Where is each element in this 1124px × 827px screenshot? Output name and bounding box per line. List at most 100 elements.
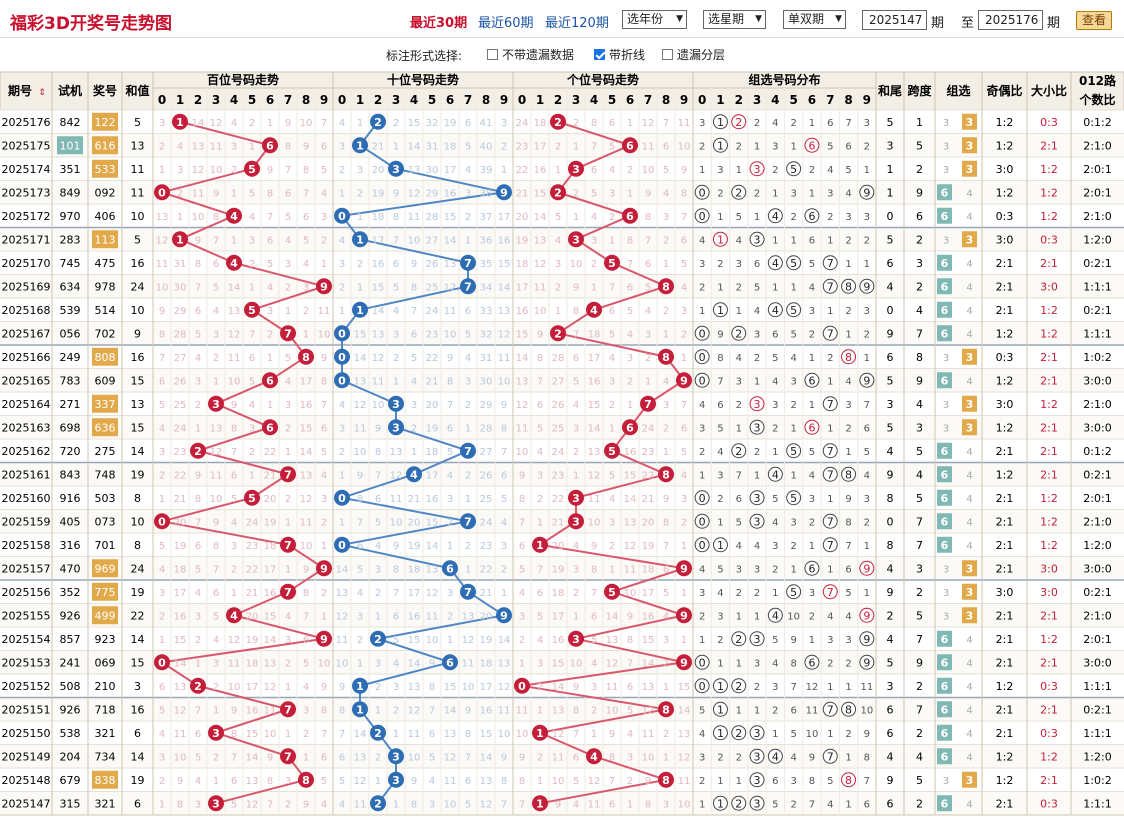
- issue-cell: 2025150: [2, 727, 51, 740]
- omission-value: 14: [300, 447, 313, 458]
- sum-cell: 16: [131, 351, 145, 364]
- group-ball: [712, 795, 728, 811]
- group-ball-digit: 3: [754, 727, 761, 740]
- option-no-omission[interactable]: 不带遗漏数据: [487, 46, 574, 63]
- sort-icon[interactable]: ⇕: [38, 88, 46, 98]
- omission-value: 4: [465, 165, 471, 176]
- group-badge: [962, 395, 977, 412]
- group-omission-value: 12: [806, 682, 819, 693]
- omission-value: 1: [393, 141, 399, 152]
- year-select[interactable]: 选年份 ▼: [622, 10, 687, 29]
- group-omission-value: 5: [827, 776, 833, 787]
- omission-value: 15: [534, 188, 547, 199]
- omission-value: 3: [681, 494, 687, 505]
- prize-cell: 748: [95, 468, 116, 481]
- row-stripe: [0, 227, 1124, 251]
- span-cell: 2: [916, 233, 923, 246]
- omission-value: 21: [408, 494, 421, 505]
- trend-polyline-bai: [158, 120, 328, 805]
- parity-select[interactable]: 单双期 ▼: [783, 10, 846, 29]
- option-no-omission-checkbox[interactable]: [487, 49, 498, 60]
- group-omission-value: 2: [827, 658, 833, 669]
- omission-value: 2: [321, 588, 327, 599]
- view-button[interactable]: 查看: [1076, 11, 1112, 30]
- omission-value: 3: [447, 588, 453, 599]
- omission-value: 7: [267, 212, 273, 223]
- nav-recent-30[interactable]: 最近30期: [410, 16, 468, 31]
- group-ball-digit: 5: [790, 445, 797, 458]
- omission-value: 9: [267, 165, 273, 176]
- issue-cell: 2025149: [2, 750, 51, 763]
- omission-value: 2: [375, 588, 381, 599]
- group-omission-value: 10: [787, 611, 800, 622]
- group-ball: [749, 795, 765, 811]
- nav-recent-60[interactable]: 最近60期: [478, 16, 534, 31]
- table-row: 2025172 970 406 10 13 1 10 8 4 4 7 5 6 3 0 1 18 8 11 28 15 2 3…: [2, 207, 1112, 224]
- group-ball: [822, 537, 838, 553]
- option-omission-layer-checkbox[interactable]: [662, 49, 673, 60]
- omission-value: 7: [465, 752, 471, 763]
- weekday-select[interactable]: 选星期 ▼: [703, 10, 766, 29]
- omission-value: 3: [411, 400, 417, 411]
- option-polyline-checkbox[interactable]: [594, 49, 605, 60]
- group-ball: [694, 349, 710, 365]
- option-omission-layer[interactable]: 遗漏分层: [662, 46, 725, 63]
- omission-value: 4: [357, 588, 363, 599]
- header-digit-8: 8: [662, 93, 670, 107]
- route-cell: 0:2:1: [1083, 586, 1111, 599]
- group-omission-value: 1: [790, 564, 796, 575]
- omission-value: 1: [537, 705, 543, 716]
- omission-value: 6: [159, 376, 165, 387]
- issue-cell: 2025173: [2, 186, 51, 199]
- header-digit-7: 7: [464, 93, 472, 107]
- omission-value: 28: [480, 423, 493, 434]
- group-ball: [712, 537, 728, 553]
- bigsmall-cell: 1:2: [1040, 163, 1058, 176]
- span-cell: 9: [916, 186, 923, 199]
- group-omission-value: 1: [827, 423, 833, 434]
- span-cell: 4: [916, 398, 923, 411]
- group-omission-value: 8: [809, 776, 815, 787]
- group-ball: [804, 419, 820, 435]
- group-omission-value: 7: [809, 799, 815, 810]
- span-cell: 2: [916, 680, 923, 693]
- tail-cell: 6: [887, 257, 894, 270]
- omission-value: 7: [573, 729, 579, 740]
- hit-ball: [460, 583, 476, 600]
- omission-value: 19: [408, 541, 421, 552]
- omission-value: 5: [159, 705, 165, 716]
- issue-cell: 2025152: [2, 680, 51, 693]
- group-badge-digit: 6: [941, 374, 949, 387]
- omission-value: 29: [426, 188, 439, 199]
- omission-value: 28: [552, 353, 565, 364]
- to-issue-input[interactable]: 2025176: [978, 10, 1043, 30]
- omission-value: 1: [591, 729, 597, 740]
- omission-value: 4: [213, 635, 219, 646]
- header-digit-2: 2: [194, 93, 202, 107]
- group-omission-value: 8: [717, 353, 723, 364]
- group-omission-value: 1: [736, 776, 742, 787]
- hit-ball-digit: 8: [662, 468, 670, 481]
- group-ball: [749, 490, 765, 506]
- group-ball: [731, 184, 747, 200]
- option-polyline[interactable]: 带折线: [594, 46, 645, 63]
- omission-value: 20: [552, 541, 565, 552]
- group-ball-digit: 7: [827, 539, 834, 552]
- prize-cell: 073: [95, 515, 116, 528]
- group-omission-value: 2: [699, 776, 705, 787]
- omission-value: 2: [573, 118, 579, 129]
- hit-ball: [406, 466, 422, 483]
- nav-recent-120[interactable]: 最近120期: [545, 16, 609, 31]
- header-bai: 百位号码走势: [207, 72, 279, 87]
- group-omission-value: 8: [845, 517, 851, 528]
- omission-value: 10: [444, 329, 457, 340]
- omission-value: 1: [303, 752, 309, 763]
- omission-value: 19: [516, 235, 529, 246]
- group-ball-digit: 3: [754, 633, 761, 646]
- hit-ball-digit: 1: [356, 139, 364, 152]
- hit-ball-digit: 9: [320, 633, 328, 646]
- omission-value: 2: [681, 329, 687, 340]
- group-omission-value: 1: [845, 752, 851, 763]
- prize-cell: 701: [95, 539, 116, 552]
- from-issue-input[interactable]: 2025147: [862, 10, 927, 30]
